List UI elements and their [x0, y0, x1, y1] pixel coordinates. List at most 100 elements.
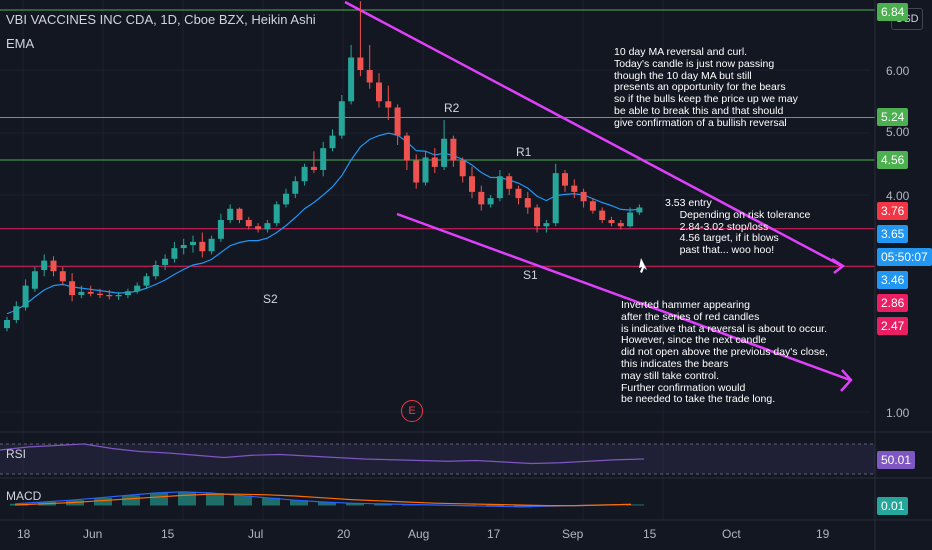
- candle: [87, 285, 94, 297]
- time-axis-label: Oct: [722, 527, 741, 541]
- candle: [283, 188, 289, 208]
- trend-lines[interactable]: [344, 0, 853, 392]
- candle: [264, 220, 271, 233]
- annotation-top[interactable]: 10 day MA reversal and curl. Today's can…: [614, 46, 798, 129]
- macd-histogram-bar: [206, 493, 224, 506]
- rsi-band: [0, 444, 875, 474]
- candle: [227, 204, 234, 224]
- time-axis-label: Aug: [408, 527, 430, 541]
- price-axis-label: 6.00: [886, 64, 910, 78]
- macd-histogram-bar: [122, 495, 140, 506]
- price-axis-label: 4.00: [886, 189, 910, 203]
- price-axis-label: 5.00: [886, 125, 910, 139]
- candle: [97, 288, 103, 299]
- label-r1: R1: [516, 145, 532, 159]
- candle: [292, 176, 299, 199]
- annotation-entry[interactable]: 3.53 entry Depending on risk tolerance 2…: [665, 197, 811, 257]
- candle: [608, 216, 615, 227]
- price-tag-3-76: 3.76: [877, 202, 909, 220]
- candle: [217, 213, 224, 242]
- annotation-bottom[interactable]: Inverted hammer appearing after the seri…: [621, 299, 828, 406]
- candle: [134, 282, 141, 294]
- candle: [78, 285, 85, 299]
- macd-histogram-bar: [150, 493, 168, 506]
- candle: [338, 95, 345, 139]
- candle: [515, 185, 522, 205]
- candle: [124, 288, 131, 299]
- price-tag-3-65: 3.65: [877, 225, 909, 243]
- candle: [385, 85, 392, 120]
- candle: [394, 104, 401, 145]
- candle: [4, 316, 10, 332]
- label-s2: S2: [263, 292, 278, 306]
- price-axis-label: 1.00: [886, 406, 910, 420]
- candle: [376, 73, 382, 108]
- candle: [208, 235, 215, 255]
- candle: [255, 223, 262, 233]
- candle: [162, 254, 169, 270]
- candle: [571, 179, 578, 199]
- candle: [478, 185, 485, 211]
- time-axis-label: 19: [816, 527, 830, 541]
- candle: [171, 241, 178, 263]
- candle: [301, 163, 308, 186]
- candle: [31, 266, 38, 292]
- signal-line: [14, 493, 632, 507]
- candle: [348, 45, 355, 105]
- macd-histogram-bar: [234, 495, 252, 506]
- time-axis-label: 17: [487, 527, 501, 541]
- candle: [199, 232, 206, 258]
- support-trendline: [396, 212, 851, 382]
- candle: [459, 157, 466, 183]
- macd-value-tag: 0.01: [877, 497, 909, 515]
- candle: [143, 273, 150, 289]
- candle: [59, 266, 66, 286]
- candle: [562, 170, 568, 192]
- candle: [496, 170, 503, 202]
- candle: [450, 135, 457, 167]
- candle: [580, 188, 587, 208]
- candle: [115, 291, 122, 300]
- time-axis-label: 15: [161, 527, 175, 541]
- indicator-label[interactable]: EMA: [6, 36, 35, 51]
- candle: [329, 129, 336, 152]
- earnings-badge[interactable]: E: [401, 400, 423, 422]
- candle: [487, 195, 494, 208]
- rsi-line: [0, 443, 645, 465]
- macd-histogram-bar: [178, 491, 196, 506]
- candle: [506, 173, 513, 195]
- rsi-label[interactable]: RSI: [6, 447, 27, 461]
- candle: [310, 151, 317, 174]
- candle: [357, 1, 364, 77]
- candle: [599, 207, 606, 224]
- price-tag-6-84: 6.84: [877, 3, 909, 21]
- macd-histogram-bar: [290, 500, 308, 506]
- label-s1: S1: [523, 268, 538, 282]
- macd-histogram-bar: [262, 497, 280, 506]
- price-tag-2-86: 2.86: [877, 294, 909, 312]
- candle: [180, 238, 187, 255]
- candle: [431, 148, 438, 174]
- resistance-trendline: [344, 0, 843, 268]
- candle: [13, 301, 20, 324]
- time-axis-label: 15: [643, 527, 657, 541]
- price-tag-4-56: 4.56: [877, 151, 909, 169]
- price-tag-5-24: 5.24: [877, 108, 909, 126]
- candle: [524, 191, 531, 214]
- candle: [106, 290, 113, 300]
- time-axis-label: 18: [17, 527, 31, 541]
- candle: [422, 151, 429, 186]
- candle: [69, 273, 76, 302]
- candles: [4, 1, 643, 332]
- time-axis-label: Sep: [562, 527, 584, 541]
- macd-label[interactable]: MACD: [6, 489, 42, 503]
- candle: [441, 120, 448, 170]
- time-axis-label: Jun: [83, 527, 103, 541]
- candle: [543, 220, 550, 233]
- candle: [617, 220, 624, 230]
- symbol-title[interactable]: VBI VACCINES INC CDA, 1D, Cboe BZX, Heik…: [6, 12, 316, 27]
- countdown-tag: 05:50:07: [877, 248, 932, 266]
- candle: [366, 45, 373, 89]
- candle: [636, 204, 643, 215]
